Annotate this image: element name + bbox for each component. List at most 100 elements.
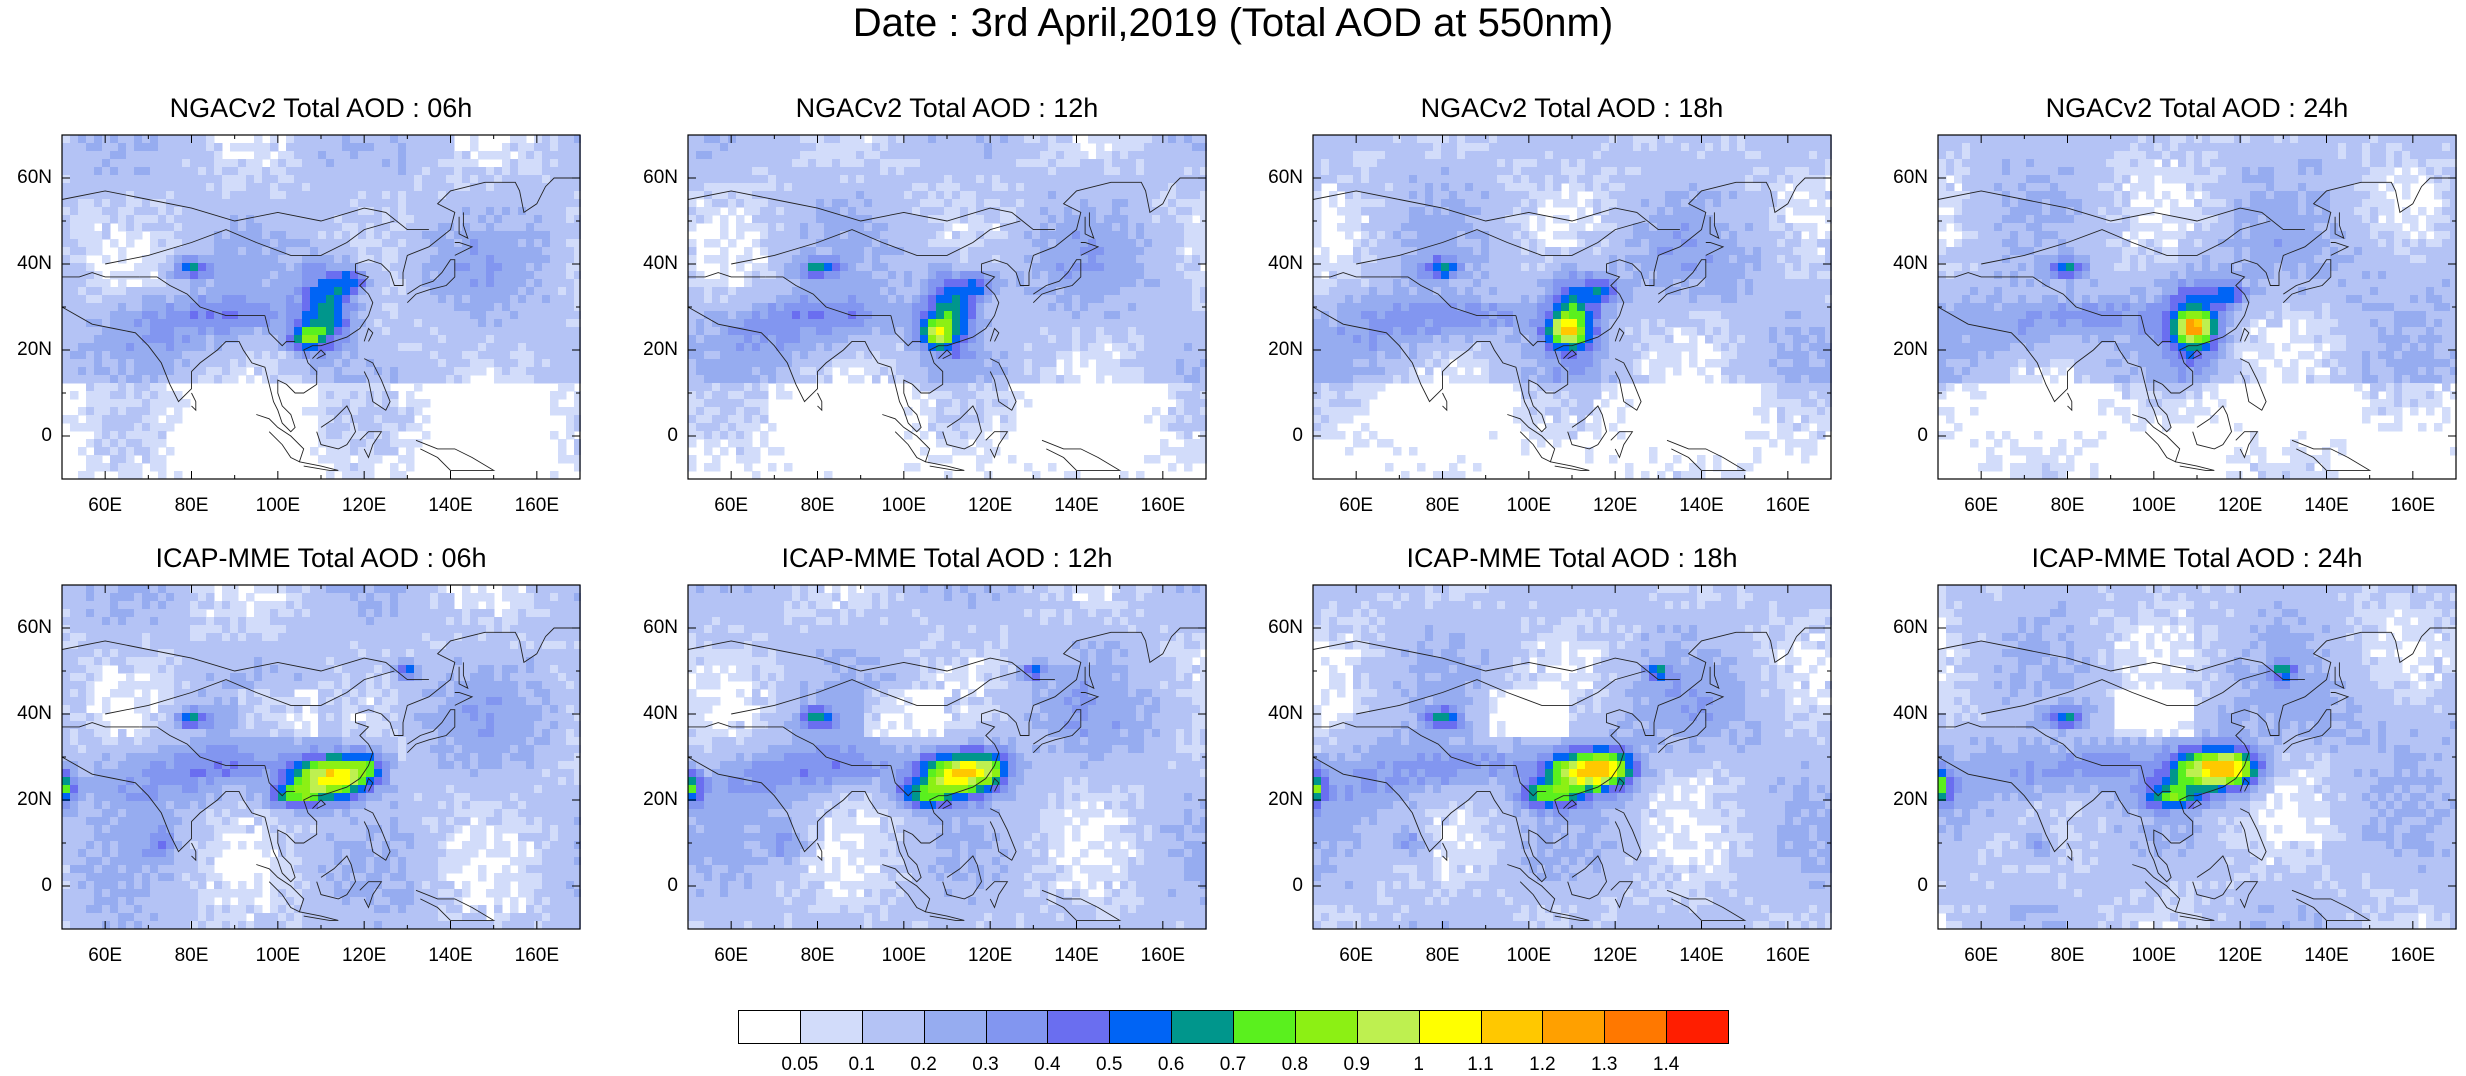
- lon-tick-label: 100E: [238, 945, 318, 967]
- lon-tick-label: 100E: [864, 945, 944, 967]
- lat-tick-label: 40N: [0, 253, 52, 275]
- colorbar-label: 0.7: [1203, 1054, 1263, 1076]
- lat-tick-label: 0: [618, 425, 678, 447]
- aod-field: [62, 135, 581, 480]
- colorbar-swatch: [1419, 1010, 1482, 1044]
- lat-tick-label: 60N: [1243, 167, 1303, 189]
- colorbar-swatch: [1109, 1010, 1172, 1044]
- lon-tick-label: 60E: [65, 495, 145, 517]
- lon-tick-label: 60E: [1941, 495, 2021, 517]
- lon-tick-label: 80E: [152, 495, 232, 517]
- lat-tick-label: 0: [0, 425, 52, 447]
- lon-tick-label: 100E: [1489, 495, 1569, 517]
- colorbar-label: 0.05: [770, 1054, 830, 1076]
- aod-field: [1938, 585, 2457, 930]
- lat-tick-label: 60N: [1868, 617, 1928, 639]
- lon-tick-label: 60E: [1941, 945, 2021, 967]
- aod-map-icap-12h: [687, 584, 1207, 930]
- lat-tick-label: 0: [1243, 425, 1303, 447]
- lon-tick-label: 120E: [2200, 945, 2280, 967]
- lon-tick-label: 160E: [2373, 495, 2453, 517]
- aod-map-ngac-12h: [687, 134, 1207, 480]
- colorbar-swatch: [862, 1010, 925, 1044]
- lat-tick-label: 0: [1868, 425, 1928, 447]
- lat-tick-label: 0: [1868, 875, 1928, 897]
- colorbar-label: 0.9: [1327, 1054, 1387, 1076]
- lon-tick-label: 160E: [1123, 495, 1203, 517]
- colorbar-label: 0.8: [1265, 1054, 1325, 1076]
- lon-tick-label: 60E: [1316, 945, 1396, 967]
- lon-tick-label: 140E: [1037, 495, 1117, 517]
- aod-field: [1313, 135, 1832, 480]
- lon-tick-label: 80E: [152, 945, 232, 967]
- lat-tick-label: 60N: [618, 617, 678, 639]
- lat-tick-label: 40N: [1868, 253, 1928, 275]
- aod-field: [688, 585, 1207, 930]
- lat-tick-label: 0: [618, 875, 678, 897]
- aod-field: [688, 135, 1207, 480]
- colorbar-swatch: [1666, 1010, 1729, 1044]
- lon-tick-label: 140E: [1662, 945, 1742, 967]
- lat-tick-label: 60N: [0, 167, 52, 189]
- lat-tick-label: 60N: [1243, 617, 1303, 639]
- panel-title: NGACv2 Total AOD : 24h: [1918, 91, 2466, 125]
- colorbar-swatch: [1047, 1010, 1110, 1044]
- colorbar-swatch: [1481, 1010, 1544, 1044]
- aod-map-ngac-24h: [1937, 134, 2457, 480]
- lat-tick-label: 60N: [0, 617, 52, 639]
- panel-title: ICAP-MME Total AOD : 12h: [668, 541, 1226, 575]
- colorbar-label: 1.3: [1574, 1054, 1634, 1076]
- lon-tick-label: 60E: [1316, 495, 1396, 517]
- aod-map-icap-6h: [61, 584, 581, 930]
- aod-map-icap-24h: [1937, 584, 2457, 930]
- colorbar-label: 0.4: [1017, 1054, 1077, 1076]
- lon-tick-label: 120E: [950, 945, 1030, 967]
- lon-tick-label: 160E: [1123, 945, 1203, 967]
- colorbar-label: 1: [1389, 1054, 1449, 1076]
- lon-tick-label: 80E: [2028, 945, 2108, 967]
- lon-tick-label: 60E: [65, 945, 145, 967]
- lat-tick-label: 20N: [618, 339, 678, 361]
- colorbar-swatch: [924, 1010, 987, 1044]
- aod-field: [1313, 585, 1832, 930]
- lon-tick-label: 140E: [2287, 945, 2367, 967]
- lat-tick-label: 40N: [0, 703, 52, 725]
- lat-tick-label: 60N: [1868, 167, 1928, 189]
- lon-tick-label: 140E: [1037, 945, 1117, 967]
- lat-tick-label: 20N: [1868, 339, 1928, 361]
- colorbar-swatch: [1604, 1010, 1667, 1044]
- lat-tick-label: 40N: [618, 703, 678, 725]
- lat-tick-label: 60N: [618, 167, 678, 189]
- aod-map-icap-18h: [1312, 584, 1832, 930]
- lat-tick-label: 40N: [1243, 253, 1303, 275]
- lon-tick-label: 60E: [691, 945, 771, 967]
- aod-field: [1938, 135, 2457, 480]
- lon-tick-label: 160E: [497, 945, 577, 967]
- panel-title: NGACv2 Total AOD : 06h: [42, 91, 600, 125]
- lat-tick-label: 40N: [1243, 703, 1303, 725]
- lon-tick-label: 140E: [411, 495, 491, 517]
- lat-tick-label: 20N: [0, 789, 52, 811]
- colorbar-swatch: [1295, 1010, 1358, 1044]
- lon-tick-label: 140E: [1662, 495, 1742, 517]
- lat-tick-label: 40N: [618, 253, 678, 275]
- lat-tick-label: 20N: [1243, 339, 1303, 361]
- colorbar-label: 0.6: [1141, 1054, 1201, 1076]
- aod-map-ngac-18h: [1312, 134, 1832, 480]
- lon-tick-label: 120E: [324, 945, 404, 967]
- lon-tick-label: 80E: [1403, 495, 1483, 517]
- lon-tick-label: 160E: [1748, 945, 1828, 967]
- lon-tick-label: 120E: [2200, 495, 2280, 517]
- panel-title: ICAP-MME Total AOD : 24h: [1918, 541, 2466, 575]
- panel-title: ICAP-MME Total AOD : 18h: [1293, 541, 1851, 575]
- colorbar-swatch: [1233, 1010, 1296, 1044]
- colorbar-label: 1.4: [1636, 1054, 1696, 1076]
- colorbar-label: 0.1: [832, 1054, 892, 1076]
- colorbar-label: 0.3: [956, 1054, 1016, 1076]
- lon-tick-label: 100E: [238, 495, 318, 517]
- aod-field: [62, 585, 581, 930]
- lat-tick-label: 20N: [1243, 789, 1303, 811]
- lon-tick-label: 160E: [2373, 945, 2453, 967]
- panel-title: ICAP-MME Total AOD : 06h: [42, 541, 600, 575]
